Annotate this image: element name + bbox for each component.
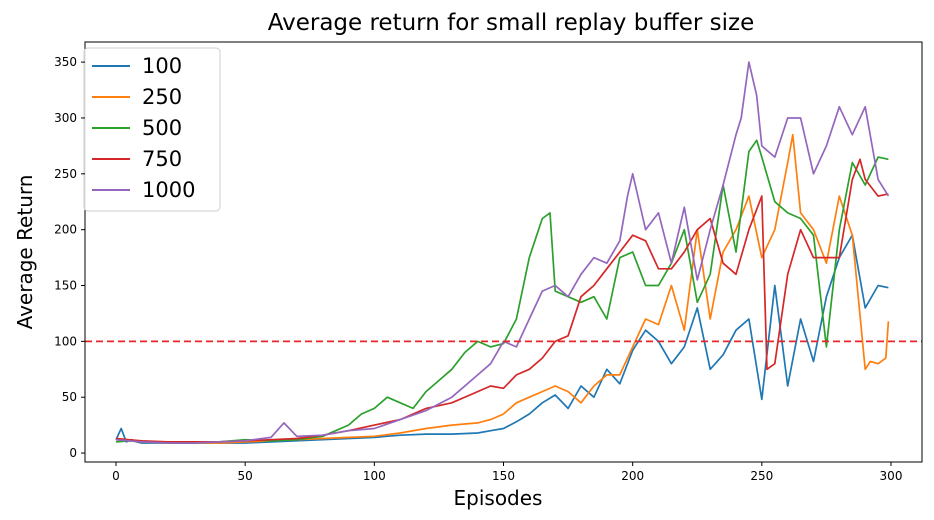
- series-line-750: [115, 158, 889, 443]
- y-tick-label: 200: [54, 223, 77, 237]
- legend-box: [83, 47, 221, 212]
- legend-label-1000: 1000: [142, 178, 195, 202]
- x-axis-title: Episodes: [454, 486, 543, 510]
- x-tick-label: 150: [492, 469, 515, 483]
- y-tick-label: 0: [69, 446, 77, 460]
- legend: 100 250 500 750 1000: [83, 47, 221, 212]
- y-tick-label: 100: [54, 334, 77, 348]
- legend-label-100: 100: [142, 54, 182, 78]
- y-tick-label: 350: [54, 55, 77, 69]
- x-tick-label: 50: [238, 469, 253, 483]
- y-tick-label: 150: [54, 279, 77, 293]
- x-tick-label: 300: [880, 469, 903, 483]
- y-tick-label: 50: [62, 390, 77, 404]
- y-tick-label: 250: [54, 167, 77, 181]
- x-tick-label: 250: [750, 469, 773, 483]
- legend-label-750: 750: [142, 147, 182, 171]
- legend-label-250: 250: [142, 85, 182, 109]
- x-tick-label: 0: [112, 469, 120, 483]
- x-tick-label: 200: [621, 469, 644, 483]
- series-group: [85, 61, 922, 444]
- plot-area: [85, 61, 922, 444]
- legend-label-500: 500: [142, 116, 182, 140]
- y-tick-label: 300: [54, 111, 77, 125]
- series-line-1000: [115, 61, 890, 444]
- chart-title: Average return for small replay buffer s…: [268, 10, 755, 36]
- x-tick-label: 100: [363, 469, 386, 483]
- y-axis-title: Average Return: [13, 175, 37, 330]
- series-line-500: [115, 139, 889, 444]
